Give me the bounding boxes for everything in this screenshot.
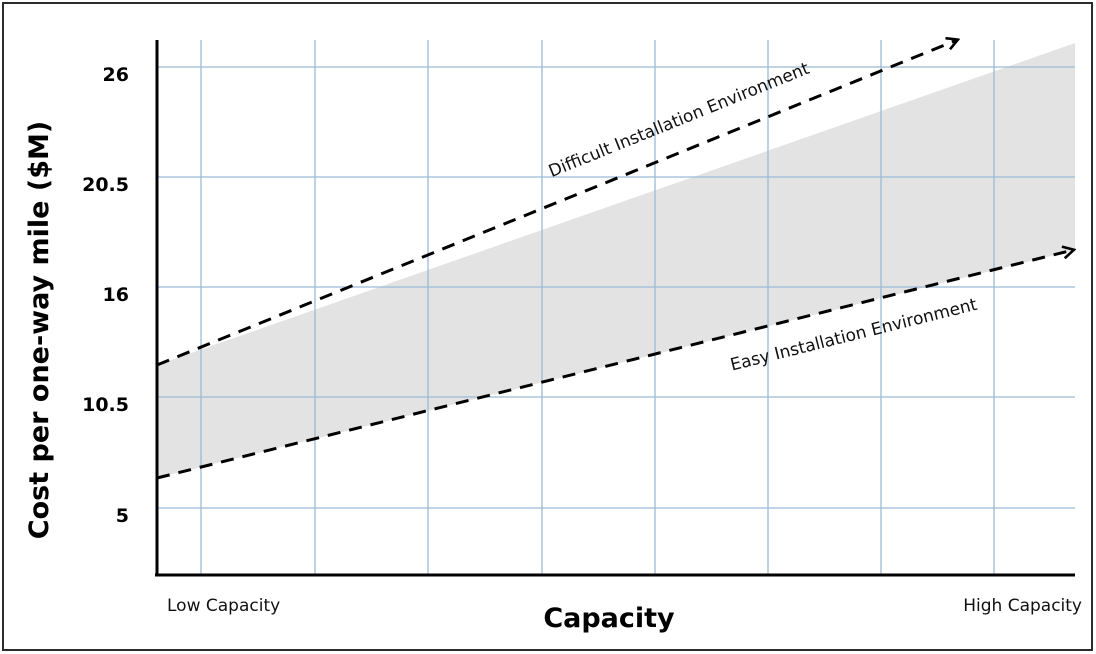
series-line-difficult	[156, 40, 957, 367]
grid-lines	[157, 40, 1075, 575]
y-tick-label: 20.5	[82, 174, 129, 196]
y-tick-label: 26	[103, 64, 129, 86]
y-tick-label: 5	[116, 505, 129, 527]
y-axis-title: Cost per one-way mile ($M)	[24, 121, 55, 539]
cost-range-band	[157, 43, 1075, 478]
y-tick-label: 10.5	[82, 394, 129, 416]
y-tick-label: 16	[103, 284, 129, 306]
x-axis-title: Capacity	[543, 603, 675, 634]
x-category-high: High Capacity	[963, 596, 1082, 616]
x-category-low: Low Capacity	[167, 596, 280, 616]
series-line-easy	[156, 250, 1073, 480]
